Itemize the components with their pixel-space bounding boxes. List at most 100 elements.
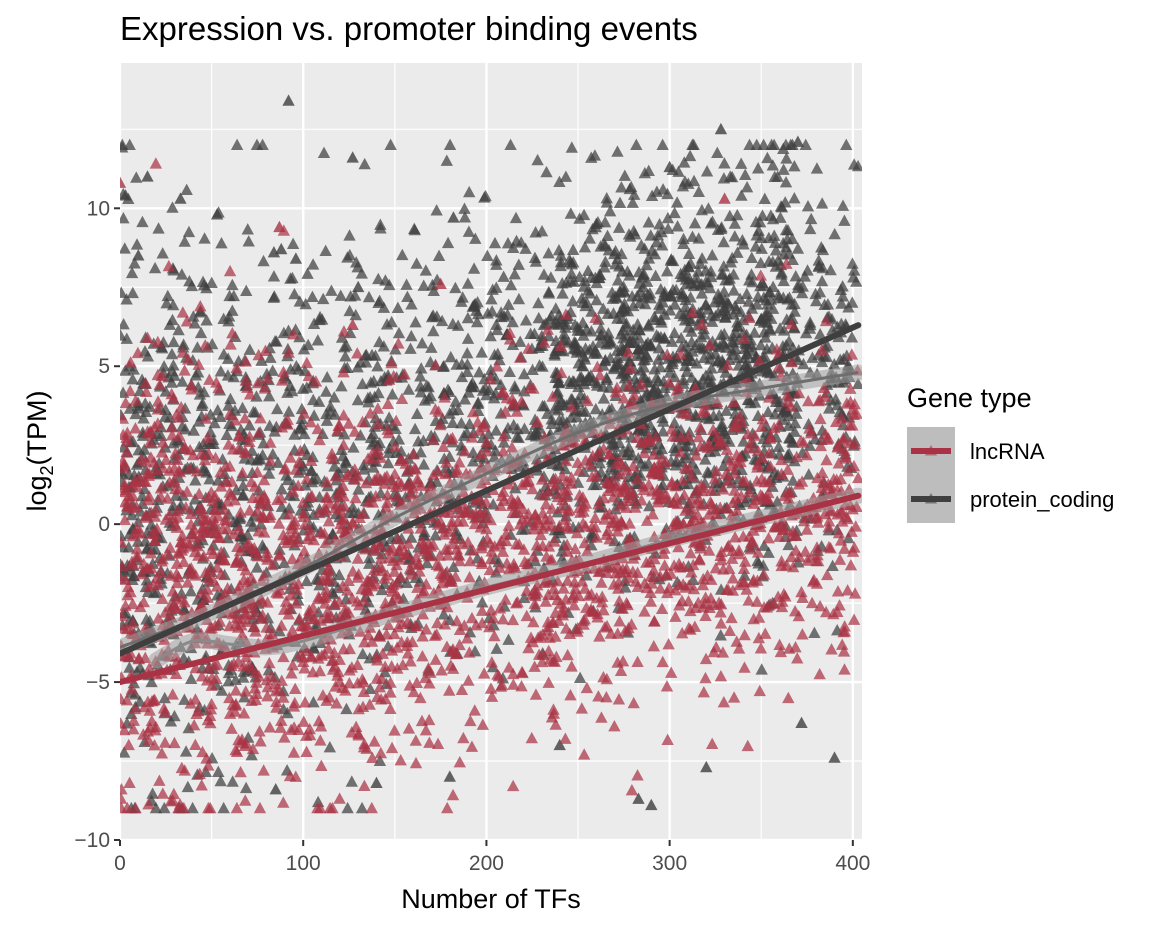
data-point-lncRNA [714,606,727,618]
data-point-lncRNA [319,583,333,596]
data-point-lncRNA [290,583,303,595]
data-point-lncRNA [183,462,196,475]
data-point-protein_coding [490,318,503,330]
data-point-protein_coding [638,353,652,365]
data-point-lncRNA [224,338,237,350]
data-point-lncRNA [528,660,541,672]
data-point-lncRNA [277,650,290,663]
data-point-lncRNA [581,544,594,557]
data-point-lncRNA [813,600,827,612]
data-point-lncRNA [502,519,515,531]
data-point-lncRNA [817,381,831,393]
data-point-protein_coding [761,298,774,310]
data-point-protein_coding [532,296,545,309]
data-point-protein_coding [679,359,692,372]
data-point-lncRNA [165,387,178,400]
data-point-lncRNA [439,467,452,480]
data-point-lncRNA [188,545,202,558]
data-point-lncRNA [156,592,169,605]
data-point-lncRNA [626,565,640,577]
data-point-lncRNA [654,491,667,504]
data-point-protein_coding [237,671,250,683]
data-point-protein_coding [281,706,294,719]
data-point-lncRNA [239,355,253,367]
data-point-lncRNA [542,588,555,600]
data-point-lncRNA [400,548,413,560]
data-point-lncRNA [264,454,277,467]
data-point-protein_coding [469,232,482,244]
data-point-protein_coding [449,281,462,294]
data-point-lncRNA [695,406,709,418]
data-point-lncRNA [453,623,467,636]
data-point-protein_coding [536,399,549,412]
data-point-protein_coding [739,168,752,181]
data-point-lncRNA [199,339,212,351]
data-point-protein_coding [688,216,702,229]
data-point-protein_coding [619,581,632,593]
data-point-protein_coding [776,339,790,352]
data-point-lncRNA [743,311,756,324]
data-point-lncRNA [390,490,403,502]
data-point-lncRNA [647,615,661,627]
data-point-lncRNA [395,553,408,565]
data-point-protein_coding [257,254,270,267]
data-point-lncRNA [614,664,628,676]
data-point-protein_coding [222,399,235,411]
data-point-lncRNA [727,691,741,703]
data-point-lncRNA [522,342,535,354]
data-point-protein_coding [372,386,385,399]
data-point-protein_coding [560,416,573,428]
data-point-protein_coding [367,461,380,473]
data-point-lncRNA [207,659,221,671]
data-point-protein_coding [427,284,440,297]
data-point-protein_coding [328,460,341,472]
data-point-lncRNA [166,688,179,700]
data-point-protein_coding [455,417,468,429]
data-point-protein_coding [480,388,493,401]
data-point-lncRNA [149,720,162,732]
data-point-protein_coding [672,440,686,452]
data-point-lncRNA [135,567,148,580]
data-point-protein_coding [524,327,537,340]
data-point-lncRNA [603,447,616,460]
data-point-protein_coding [851,159,862,172]
data-point-lncRNA [317,591,331,604]
data-point-lncRNA [264,436,277,448]
data-point-protein_coding [777,163,790,175]
data-point-protein_coding [776,406,789,418]
data-point-lncRNA [176,346,189,358]
data-point-lncRNA [429,653,442,665]
data-point-protein_coding [723,209,736,222]
data-point-protein_coding [642,216,655,228]
data-point-protein_coding [347,441,360,453]
data-point-lncRNA [831,585,845,597]
data-point-lncRNA [792,386,806,399]
data-point-protein_coding [429,529,442,541]
data-point-lncRNA [595,576,608,588]
data-point-lncRNA [786,560,800,573]
data-point-protein_coding [166,298,180,311]
data-point-protein_coding [795,716,808,729]
data-point-protein_coding [642,376,656,388]
data-point-protein_coding [705,362,718,374]
data-point-lncRNA [460,632,474,644]
data-point-protein_coding [617,301,631,314]
data-point-lncRNA [365,635,379,647]
data-point-lncRNA [767,597,781,609]
data-point-lncRNA [289,682,302,694]
data-point-protein_coding [831,398,844,411]
data-point-lncRNA [370,690,384,703]
data-point-lncRNA [313,506,326,519]
data-point-lncRNA [371,402,385,414]
data-point-lncRNA [679,581,692,593]
data-point-protein_coding [745,251,758,263]
data-point-protein_coding [284,379,297,391]
data-point-protein_coding [510,234,523,247]
data-point-lncRNA [225,722,238,734]
data-point-lncRNA [535,473,549,485]
data-point-protein_coding [715,221,728,233]
data-point-lncRNA [309,375,323,387]
data-point-protein_coding [786,253,799,266]
data-point-lncRNA [661,348,674,360]
data-point-lncRNA [159,453,173,466]
